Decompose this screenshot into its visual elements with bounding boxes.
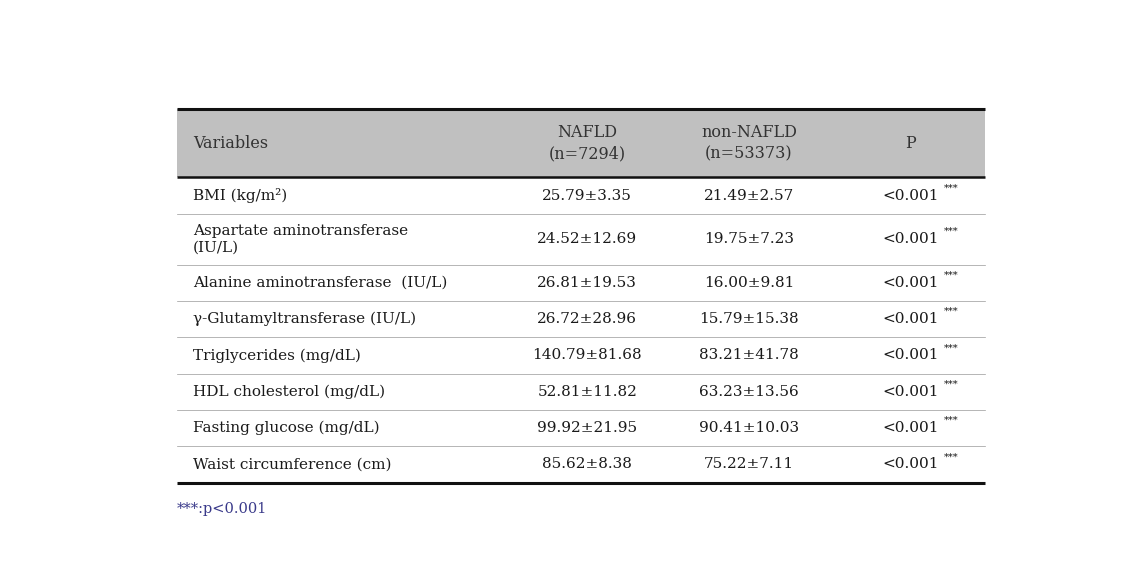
Text: <0.001: <0.001 xyxy=(882,232,939,246)
Text: 83.21±41.78: 83.21±41.78 xyxy=(699,348,798,362)
Text: 99.92±21.95: 99.92±21.95 xyxy=(538,421,637,435)
Text: HDL cholesterol (mg/dL): HDL cholesterol (mg/dL) xyxy=(193,385,386,399)
Text: <0.001: <0.001 xyxy=(882,457,939,471)
Text: Alanine aminotransferase  (IU/L): Alanine aminotransferase (IU/L) xyxy=(193,276,448,290)
Text: <0.001: <0.001 xyxy=(882,385,939,399)
Text: 63.23±13.56: 63.23±13.56 xyxy=(699,385,798,399)
Text: Triglycerides (mg/dL): Triglycerides (mg/dL) xyxy=(193,348,361,363)
Text: 90.41±10.03: 90.41±10.03 xyxy=(699,421,799,435)
Text: 52.81±11.82: 52.81±11.82 xyxy=(538,385,637,399)
Text: ***: *** xyxy=(943,453,958,461)
Text: BMI (kg/m²): BMI (kg/m²) xyxy=(193,188,287,203)
Text: 21.49±2.57: 21.49±2.57 xyxy=(704,189,794,202)
Text: 16.00±9.81: 16.00±9.81 xyxy=(704,276,794,290)
Text: Variables: Variables xyxy=(193,135,269,152)
Text: <0.001: <0.001 xyxy=(882,421,939,435)
Text: non-NAFLD
(n=53373): non-NAFLD (n=53373) xyxy=(701,124,797,163)
Text: 26.72±28.96: 26.72±28.96 xyxy=(538,312,637,326)
Text: γ-Glutamyltransferase (IU/L): γ-Glutamyltransferase (IU/L) xyxy=(193,312,416,327)
Text: ***: *** xyxy=(943,307,958,316)
Text: 19.75±7.23: 19.75±7.23 xyxy=(704,232,794,246)
Text: <0.001: <0.001 xyxy=(882,348,939,362)
Text: ***:p<0.001: ***:p<0.001 xyxy=(177,503,268,516)
Text: 140.79±81.68: 140.79±81.68 xyxy=(533,348,642,362)
Text: ***: *** xyxy=(943,380,958,389)
Text: Waist circumference (cm): Waist circumference (cm) xyxy=(193,457,391,471)
Text: Aspartate aminotransferase
(IU/L): Aspartate aminotransferase (IU/L) xyxy=(193,224,408,255)
Text: 85.62±8.38: 85.62±8.38 xyxy=(542,457,632,471)
Text: Fasting glucose (mg/dL): Fasting glucose (mg/dL) xyxy=(193,421,380,435)
Text: ***: *** xyxy=(943,183,958,193)
Text: 26.81±19.53: 26.81±19.53 xyxy=(538,276,637,290)
Text: ***: *** xyxy=(943,227,958,236)
Text: P: P xyxy=(905,135,916,152)
Text: 25.79±3.35: 25.79±3.35 xyxy=(542,189,632,202)
Text: 75.22±7.11: 75.22±7.11 xyxy=(704,457,794,471)
Text: <0.001: <0.001 xyxy=(882,312,939,326)
Text: ***: *** xyxy=(943,271,958,280)
Bar xyxy=(177,109,985,178)
Text: ***: *** xyxy=(943,343,958,352)
Text: ***: *** xyxy=(943,416,958,425)
Text: 24.52±12.69: 24.52±12.69 xyxy=(538,232,637,246)
Text: <0.001: <0.001 xyxy=(882,189,939,202)
Text: NAFLD
(n=7294): NAFLD (n=7294) xyxy=(549,124,626,163)
Text: <0.001: <0.001 xyxy=(882,276,939,290)
Text: 15.79±15.38: 15.79±15.38 xyxy=(700,312,798,326)
